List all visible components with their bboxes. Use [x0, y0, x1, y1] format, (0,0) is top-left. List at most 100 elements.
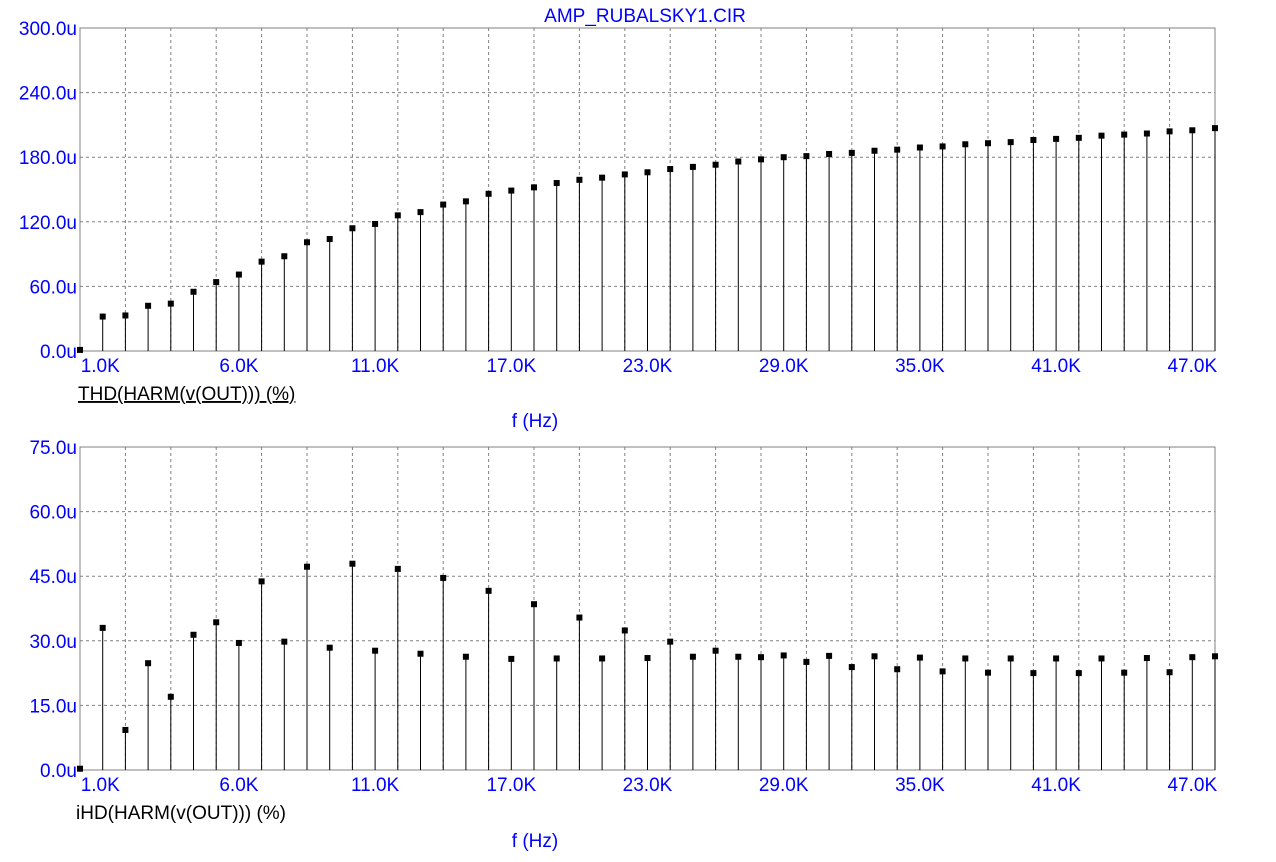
ihd-point [508, 655, 515, 662]
thd-point [871, 147, 878, 154]
thd-point [1098, 132, 1105, 139]
thd-point [372, 220, 379, 227]
thd-point [440, 201, 447, 208]
ihd-point [871, 653, 878, 660]
ihd-panel: 0.0u 15.0u 30.0u 45.0u 60.0u 75.0u 1.0K 6.0K 11.… [29, 438, 1218, 796]
ihd-point [258, 578, 265, 585]
ihd-point [145, 660, 152, 667]
thd-point [394, 212, 401, 219]
thd-point [985, 140, 991, 147]
ihd-point [939, 668, 946, 675]
thd-point [99, 313, 106, 320]
ihd-point [372, 647, 379, 654]
thd-ylabel: THD(HARM(v(OUT))) (%) [78, 384, 295, 405]
thd-point [462, 198, 469, 205]
thd-point [780, 154, 787, 161]
ihd-point [621, 627, 628, 634]
ihd-x-tick-label: 23.0K [623, 775, 673, 796]
ihd-point [689, 653, 696, 660]
thd-point [77, 346, 83, 353]
ihd-point [1189, 654, 1196, 661]
ihd-point [803, 658, 810, 665]
thd-point [167, 300, 174, 307]
thd-point [122, 312, 129, 319]
ihd-point [758, 654, 764, 661]
ihd-point [531, 601, 537, 608]
thd-point [326, 236, 333, 243]
thd-point [1075, 134, 1082, 141]
thd-point [508, 187, 515, 194]
ihd-ylabel: iHD(HARM(v(OUT))) (%) [76, 803, 286, 824]
thd-point [485, 190, 492, 197]
thd-point [553, 180, 560, 187]
thd-point [1166, 128, 1173, 135]
ihd-x-tick-label: 6.0K [219, 775, 258, 796]
thd-point [894, 146, 901, 153]
thd-point [417, 209, 424, 216]
thd-point [1030, 136, 1037, 143]
thd-y-tick-label: 120.0u [19, 213, 77, 234]
thd-point [735, 158, 742, 165]
ihd-point [848, 664, 855, 671]
ihd-point [1212, 653, 1218, 660]
thd-x-tick-label: 11.0K [351, 356, 400, 377]
ihd-point [1166, 669, 1173, 676]
ihd-point [1053, 655, 1060, 662]
ihd-point [780, 652, 787, 659]
thd-point [712, 161, 719, 168]
ihd-y-tick-label: 60.0u [29, 503, 77, 524]
ihd-x-tick-label: 35.0K [895, 775, 945, 796]
thd-y-tick-label: 0.0u [40, 342, 77, 363]
chart-title: AMP_RUBALSKY1.CIR [544, 6, 746, 27]
ihd-y-tick-label: 75.0u [29, 438, 77, 459]
ihd-point [1098, 655, 1105, 662]
ihd-x-tick-label: 17.0K [486, 775, 536, 796]
ihd-point [735, 653, 742, 660]
ihd-x-tick-label: 11.0K [351, 775, 400, 796]
ihd-point [167, 693, 174, 700]
thd-y-tick-label: 240.0u [19, 84, 77, 105]
thd-x-tick-label: 29.0K [759, 356, 809, 377]
ihd-point [644, 655, 651, 662]
thd-point [213, 279, 220, 286]
thd-point [235, 271, 242, 278]
ihd-point [122, 726, 129, 733]
thd-point [667, 166, 674, 173]
ihd-point [394, 565, 401, 572]
ihd-point [326, 644, 333, 651]
ihd-y-tick-label: 15.0u [29, 696, 77, 717]
thd-point [644, 169, 651, 176]
ihd-point [894, 666, 901, 673]
thd-x-tick-label: 1.0K [81, 356, 120, 377]
ihd-xlabel: f (Hz) [512, 831, 558, 852]
ihd-point [1121, 669, 1128, 676]
thd-point [939, 143, 946, 150]
ihd-point [712, 647, 719, 654]
thd-panel: 0.0u 60.0u 120.0u 180.0u 240.0u 300.0u 1.0K 6.0… [19, 19, 1218, 377]
thd-point [826, 150, 833, 157]
ihd-point [485, 587, 492, 594]
thd-point [848, 149, 855, 156]
thd-y-tick-label: 180.0u [19, 148, 77, 169]
ihd-x-tick-label: 47.0K [1167, 775, 1217, 796]
thd-point [1121, 131, 1128, 138]
thd-y-tick-label: 60.0u [29, 277, 77, 298]
ihd-point [1030, 670, 1037, 677]
thd-point [689, 163, 696, 170]
ihd-point [599, 655, 606, 662]
thd-point [1053, 135, 1060, 142]
thd-point [576, 176, 583, 183]
ihd-point [1075, 670, 1082, 677]
thd-point [145, 302, 152, 309]
ihd-x-tick-label: 29.0K [759, 775, 809, 796]
ihd-point [417, 650, 424, 657]
ihd-point [576, 614, 583, 621]
ihd-x-tick-label: 41.0K [1031, 775, 1081, 796]
thd-point [190, 288, 197, 295]
ihd-point [1143, 655, 1150, 662]
thd-point [1212, 125, 1218, 132]
thd-point [803, 153, 810, 160]
thd-x-tick-label: 35.0K [895, 356, 945, 377]
thd-point [281, 253, 288, 260]
ihd-point [190, 631, 197, 638]
